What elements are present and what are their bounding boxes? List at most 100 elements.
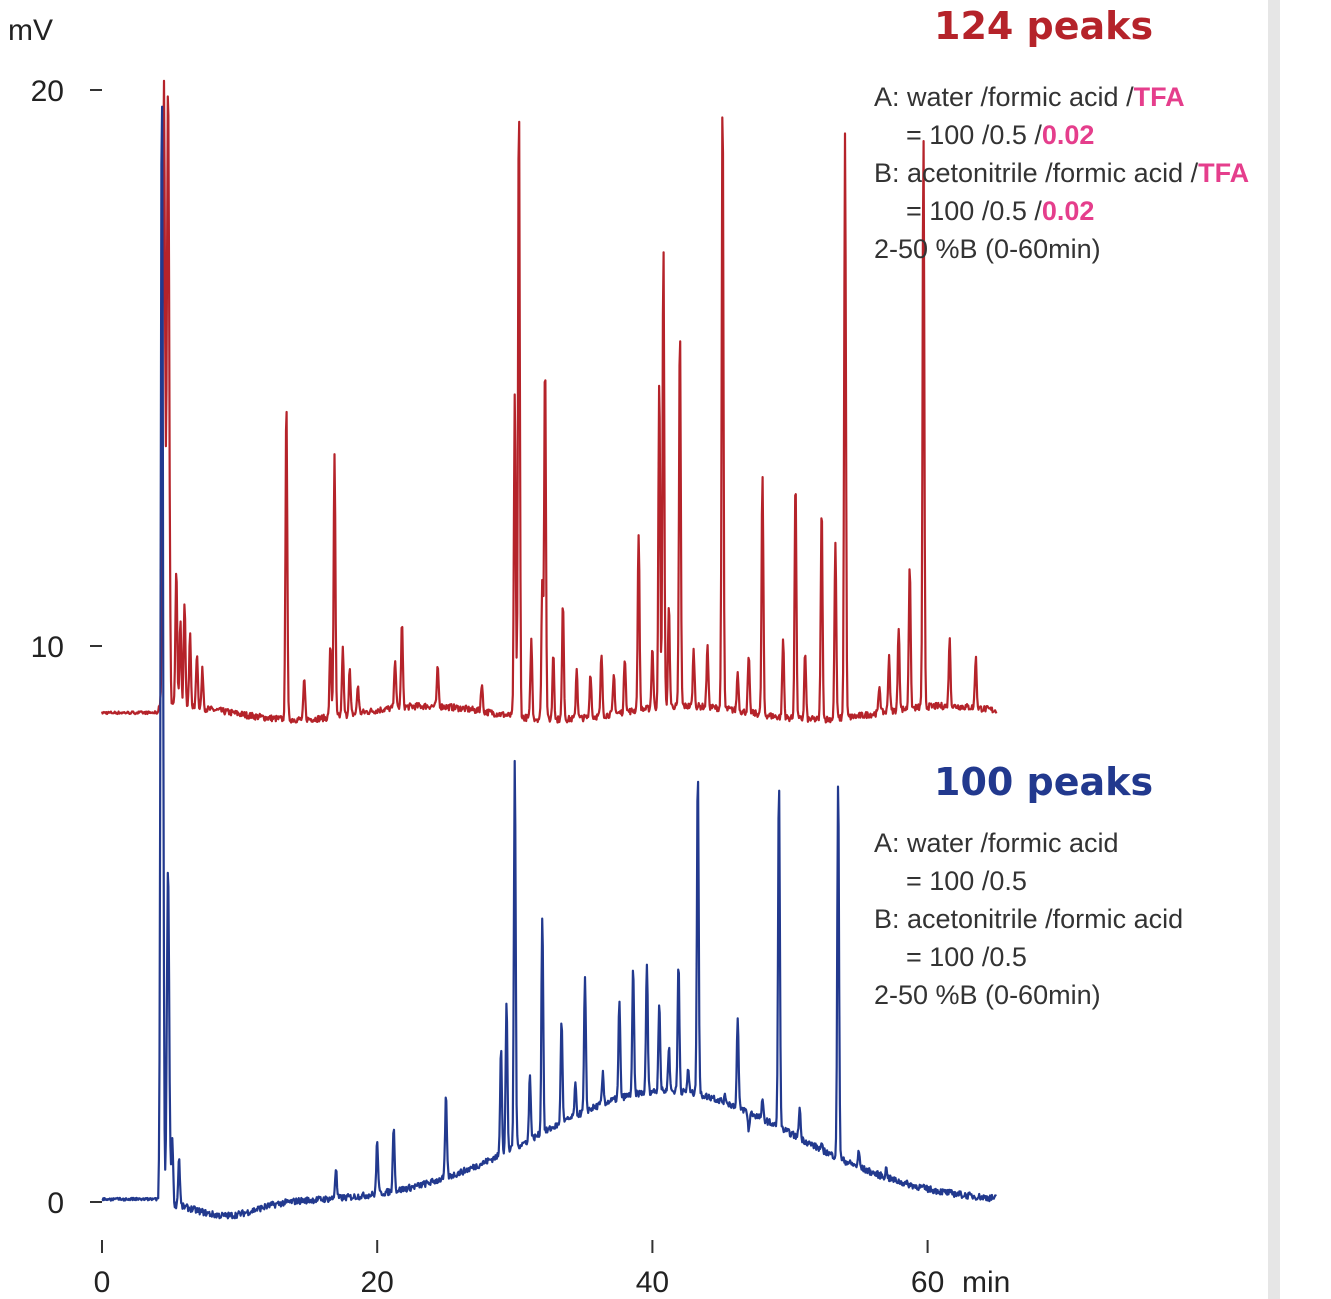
data-point bbox=[820, 499, 824, 503]
data-point bbox=[887, 655, 891, 659]
x-tick-label: 40 bbox=[636, 1266, 669, 1299]
data-point bbox=[174, 572, 178, 576]
data-point bbox=[183, 1183, 187, 1187]
data-point bbox=[617, 1000, 621, 1004]
data-point bbox=[188, 638, 192, 642]
legend-top-line3: B: acetonitrile /formic acid /TFA bbox=[874, 158, 1250, 188]
data-point bbox=[612, 672, 616, 676]
data-point bbox=[657, 383, 661, 387]
data-point bbox=[393, 661, 397, 665]
data-point bbox=[505, 1000, 509, 1004]
data-point bbox=[334, 1167, 338, 1171]
data-point bbox=[392, 1122, 396, 1126]
data-point bbox=[599, 650, 603, 654]
data-point bbox=[238, 1211, 242, 1215]
legend-bottom-line1: A: water /formic acid bbox=[874, 828, 1119, 858]
data-point bbox=[667, 1044, 671, 1048]
data-point bbox=[177, 1156, 181, 1160]
data-point bbox=[803, 644, 807, 648]
data-point bbox=[529, 633, 533, 637]
data-point bbox=[170, 1133, 174, 1137]
data-point bbox=[284, 388, 288, 392]
data-point bbox=[736, 1017, 740, 1021]
data-point bbox=[166, 866, 170, 870]
data-point bbox=[560, 1017, 564, 1021]
data-point bbox=[200, 672, 204, 676]
data-point bbox=[257, 1200, 261, 1204]
data-point bbox=[897, 627, 901, 631]
data-point bbox=[667, 611, 671, 615]
data-point bbox=[777, 777, 781, 781]
series-line-top bbox=[100, 79, 998, 724]
data-point bbox=[160, 88, 164, 92]
legend-bottom-title: 100 peaks bbox=[934, 760, 1154, 804]
data-point bbox=[309, 1183, 313, 1187]
data-point bbox=[300, 1194, 304, 1198]
data-point bbox=[166, 88, 170, 92]
legend-bottom-line2: = 100 /0.5 bbox=[906, 866, 1027, 896]
data-point bbox=[444, 1094, 448, 1098]
data-point bbox=[156, 1194, 160, 1198]
data-point bbox=[528, 1072, 532, 1076]
data-point bbox=[302, 672, 306, 676]
data-point bbox=[543, 349, 547, 353]
data-point bbox=[686, 1067, 690, 1071]
data-point bbox=[794, 472, 798, 476]
data-point bbox=[820, 1144, 824, 1148]
data-point bbox=[908, 566, 912, 570]
data-point bbox=[213, 688, 217, 692]
legend-top-title: 124 peaks bbox=[934, 4, 1154, 48]
x-axis: 0 20 40 60 bbox=[94, 1240, 944, 1299]
chromatogram-traces bbox=[100, 79, 998, 1220]
data-point bbox=[948, 644, 952, 648]
data-point bbox=[747, 1128, 751, 1132]
legend-bottom-line4: = 100 /0.5 bbox=[906, 942, 1027, 972]
data-point bbox=[645, 961, 649, 965]
data-point bbox=[356, 683, 360, 687]
data-point bbox=[650, 650, 654, 654]
x-tick-label: 0 bbox=[94, 1266, 111, 1299]
y-tick-label: 10 bbox=[31, 631, 64, 664]
data-point bbox=[210, 1211, 214, 1215]
data-point bbox=[375, 1139, 379, 1143]
data-point bbox=[540, 572, 544, 576]
data-point bbox=[711, 1094, 715, 1098]
data-point bbox=[884, 1167, 888, 1171]
data-point bbox=[833, 533, 837, 537]
data-point bbox=[178, 622, 182, 626]
data-point bbox=[517, 94, 521, 98]
data-point bbox=[561, 594, 565, 598]
data-point bbox=[540, 911, 544, 915]
data-point bbox=[400, 627, 404, 631]
data-point bbox=[583, 978, 587, 982]
data-point bbox=[760, 1100, 764, 1104]
data-point bbox=[341, 644, 345, 648]
legend-top-line2: = 100 /0.5 /0.02 bbox=[906, 120, 1095, 150]
data-point bbox=[760, 472, 764, 476]
data-point bbox=[183, 605, 187, 609]
y-tick-label: 20 bbox=[31, 75, 64, 108]
legend-top-line1: A: water /formic acid /TFA bbox=[874, 82, 1185, 112]
data-point bbox=[723, 1094, 727, 1098]
data-point bbox=[747, 655, 751, 659]
data-point bbox=[677, 961, 681, 965]
x-tick-label: 20 bbox=[361, 1266, 394, 1299]
legend-bottom-line3: B: acetonitrile /formic acid bbox=[874, 904, 1184, 934]
series-line-bottom bbox=[101, 105, 998, 1220]
data-point bbox=[421, 688, 425, 692]
data-point bbox=[573, 1083, 577, 1087]
data-point bbox=[705, 650, 709, 654]
data-point bbox=[981, 700, 985, 704]
data-point bbox=[661, 249, 665, 253]
legend-bottom-line5: 2-50 %B (0-60min) bbox=[874, 980, 1101, 1010]
data-point bbox=[736, 672, 740, 676]
data-point bbox=[637, 533, 641, 537]
data-point bbox=[513, 755, 517, 759]
data-point bbox=[348, 666, 352, 670]
data-point bbox=[328, 638, 332, 642]
data-point bbox=[228, 700, 232, 704]
data-point bbox=[436, 672, 440, 676]
legend-top-line5: 2-50 %B (0-60min) bbox=[874, 234, 1101, 264]
data-point bbox=[601, 1072, 605, 1076]
